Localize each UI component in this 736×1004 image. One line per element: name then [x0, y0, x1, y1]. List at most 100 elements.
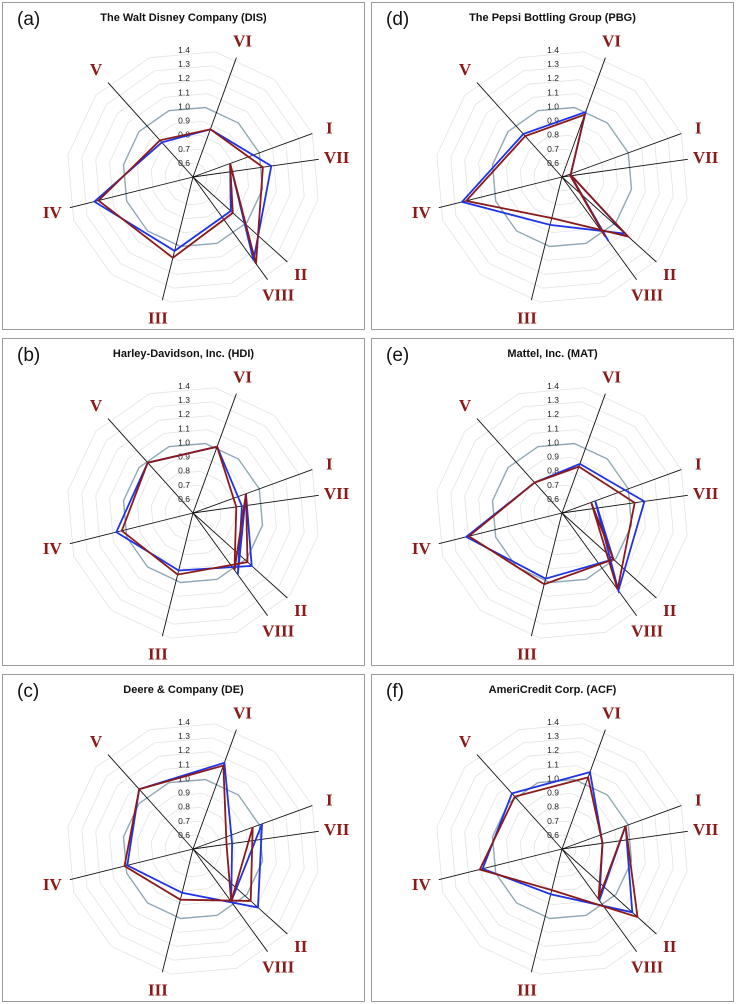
axis-label: VII: [324, 820, 350, 839]
panel-label: (e): [386, 345, 410, 366]
tick-label: 1.1: [178, 759, 190, 769]
axis-label: I: [695, 454, 702, 473]
tick-label: 0.9: [178, 116, 190, 126]
series-line: [460, 110, 628, 242]
axis-label: VI: [233, 368, 252, 387]
chart-title: The Walt Disney Company (DIS): [100, 12, 267, 24]
axis-label: III: [517, 309, 537, 328]
tick-label: 1.2: [547, 745, 559, 755]
radar-chart: 0.60.70.80.91.01.11.21.31.4IIIIIIIVVVIVI…: [43, 368, 350, 664]
grid-ring: [150, 806, 236, 892]
axis-label: IV: [43, 875, 63, 894]
axis-label: II: [294, 937, 308, 956]
grid-ring: [436, 387, 688, 639]
grid-ring: [164, 484, 222, 542]
tick-label: 0.9: [178, 452, 190, 462]
axis-line: [476, 82, 563, 178]
tick-label: 0.6: [178, 158, 190, 168]
axis-label: V: [459, 732, 472, 751]
axis-label: I: [326, 454, 333, 473]
tick-label: 0.6: [178, 830, 190, 840]
tick-label: 0.9: [547, 788, 559, 798]
axis-line: [192, 729, 237, 850]
axis-line: [561, 133, 682, 178]
axis-line: [530, 176, 563, 301]
axis-label: IV: [412, 539, 432, 558]
axis-line: [107, 754, 194, 850]
axis-label: V: [459, 60, 472, 79]
axis-line: [530, 848, 563, 973]
tick-label: 0.6: [178, 494, 190, 504]
axis-line: [192, 494, 319, 514]
axis-line: [561, 158, 688, 178]
tick-label: 1.4: [178, 45, 190, 55]
tick-label: 1.0: [547, 101, 559, 111]
tick-label: 0.7: [547, 144, 559, 154]
grid-ring: [450, 401, 674, 625]
radar-chart: 0.60.70.80.91.01.11.21.31.4IIIIIIIVVVIVI…: [412, 32, 719, 328]
tick-label: 0.6: [547, 158, 559, 168]
axis-label: II: [663, 601, 677, 620]
tick-label: 0.8: [547, 130, 559, 140]
axis-line: [69, 848, 194, 881]
axis-line: [561, 176, 637, 280]
axis-line: [561, 176, 657, 263]
tick-label: 1.3: [178, 59, 190, 69]
axis-label: VII: [693, 820, 719, 839]
panel-label: (b): [17, 345, 41, 366]
axis-label: I: [695, 790, 702, 809]
grid-ring: [95, 79, 291, 275]
tick-label: 1.1: [178, 87, 190, 97]
tick-label: 1.4: [178, 381, 190, 391]
tick-label: 1.2: [178, 745, 190, 755]
axis-label: VII: [324, 484, 350, 503]
tick-label: 1.0: [547, 437, 559, 447]
grid-ring: [81, 737, 305, 961]
grid-ring: [450, 737, 674, 961]
reference-ring: [491, 442, 633, 584]
tick-label: 0.9: [547, 116, 559, 126]
tick-label: 1.2: [178, 73, 190, 83]
axis-line: [561, 494, 688, 514]
axis-line: [438, 176, 563, 209]
series-line: [92, 128, 273, 261]
series-line: [464, 113, 631, 239]
axis-label: II: [294, 265, 308, 284]
tick-label: 0.8: [178, 802, 190, 812]
chart-title: AmeriCredit Corp. (ACF): [488, 684, 617, 696]
tick-label: 1.4: [547, 381, 559, 391]
tick-label: 1.4: [547, 717, 559, 727]
axis-line: [438, 848, 563, 881]
tick-label: 1.1: [547, 423, 559, 433]
chart-title: Harley-Davidson, Inc. (HDI): [112, 348, 255, 360]
tick-label: 1.0: [547, 773, 559, 783]
grid-ring: [533, 820, 591, 878]
axis-label: VIII: [262, 621, 295, 640]
series-line: [120, 445, 249, 576]
grid-ring: [464, 79, 660, 275]
grid-ring: [178, 498, 208, 528]
grid-ring: [67, 723, 319, 975]
grid-ring: [547, 834, 577, 864]
grid-ring: [478, 429, 646, 597]
axis-line: [192, 393, 237, 514]
tick-label: 1.1: [178, 423, 190, 433]
tick-label: 1.4: [178, 717, 190, 727]
axis-line: [161, 176, 194, 301]
grid-ring: [436, 723, 688, 975]
grid-ring: [109, 429, 277, 597]
axis-line: [561, 729, 606, 850]
axis-label: VI: [233, 32, 252, 51]
axis-line: [107, 418, 194, 514]
axis-label: III: [148, 981, 168, 1000]
tick-label: 1.1: [547, 759, 559, 769]
tick-label: 0.9: [178, 788, 190, 798]
grid-ring: [67, 51, 319, 303]
tick-label: 1.3: [547, 395, 559, 405]
axis-line: [561, 848, 657, 935]
axis-label: V: [90, 396, 103, 415]
tick-label: 1.2: [547, 409, 559, 419]
grid-ring: [178, 162, 208, 192]
axis-label: I: [326, 118, 333, 137]
grid-ring: [150, 134, 236, 220]
